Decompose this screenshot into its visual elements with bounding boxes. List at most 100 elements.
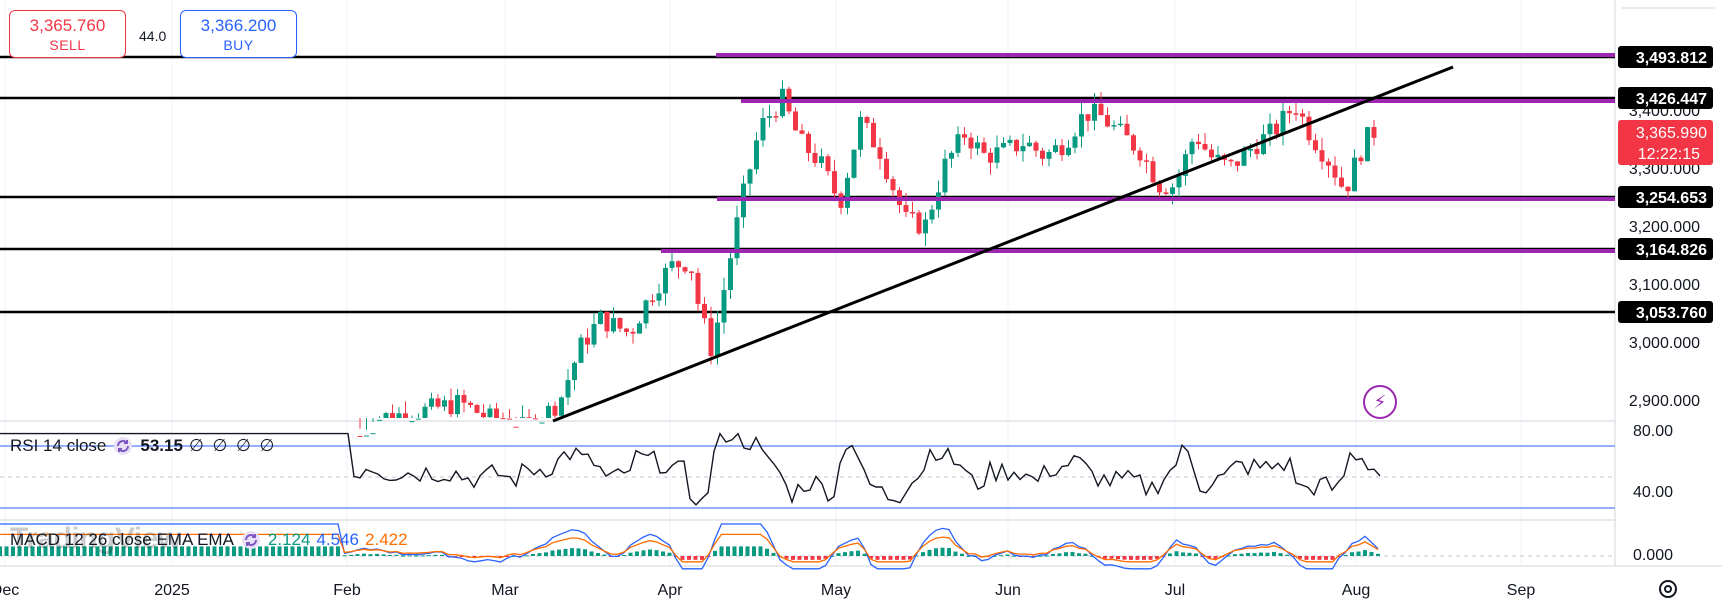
- sell-label: SELL: [49, 37, 86, 53]
- macd-histogram-bar: [420, 555, 425, 557]
- macd-histogram-bar: [1246, 553, 1250, 556]
- macd-histogram-bar: [394, 554, 399, 556]
- candle-body: [1131, 135, 1136, 151]
- settings-swirl-icon[interactable]: [240, 529, 262, 551]
- macd-histogram-bar: [758, 546, 763, 556]
- macd-histogram-bar: [823, 556, 828, 559]
- macd-histogram-bar: [953, 551, 958, 556]
- macd-histogram-bar: [1369, 551, 1374, 556]
- macd-histogram-bar: [667, 552, 672, 556]
- candle-body: [578, 337, 584, 363]
- candlestick-series[interactable]: [357, 80, 1377, 437]
- macd-histogram-bar: [888, 556, 893, 560]
- macd-histogram-bar: [1337, 556, 1341, 557]
- macd-histogram-bar: [771, 552, 776, 556]
- macd-histogram-bar: [30, 546, 35, 556]
- tradingview-watermark: TradingView: [10, 522, 181, 555]
- macd-histogram-bar: [583, 549, 587, 556]
- macd-histogram-bar: [719, 546, 724, 556]
- sell-button[interactable]: 3,365.760 SELL: [9, 10, 126, 58]
- macd-histogram-bar: [297, 546, 301, 556]
- macd-histogram-bar: [76, 546, 80, 556]
- settings-swirl-icon[interactable]: [112, 435, 134, 457]
- macd-histogram-bar: [862, 553, 867, 556]
- candle-body: [1189, 141, 1195, 155]
- candle-body: [481, 412, 486, 418]
- candle-body: [1254, 149, 1260, 155]
- rsi-pane[interactable]: [0, 432, 1615, 509]
- support-resistance-rays[interactable]: [661, 53, 1615, 253]
- macd-histogram-bar: [277, 546, 282, 556]
- candle-body: [1215, 154, 1221, 158]
- candle-body: [760, 117, 766, 141]
- candle-body: [669, 261, 675, 268]
- lightning-icon[interactable]: ⚡: [1363, 385, 1397, 419]
- macd-histogram-bar: [661, 551, 665, 556]
- macd-histogram-bar: [999, 555, 1003, 557]
- macd-histogram-bar: [1356, 551, 1361, 556]
- candle-body: [656, 293, 662, 301]
- gear-icon[interactable]: [1656, 577, 1680, 601]
- macd-axis-tick: 0.000: [1633, 547, 1673, 564]
- time-label: Feb: [333, 582, 361, 599]
- candle-body: [1371, 127, 1377, 138]
- macd-histogram-bar: [284, 546, 288, 556]
- candle-body: [695, 272, 701, 304]
- level-price-labels: 3,493.812 3,426.447 3,254.653 3,164.826 …: [1618, 46, 1713, 323]
- candle-body: [1365, 127, 1370, 162]
- macd-histogram-bar: [69, 546, 74, 556]
- macd-histogram-bar: [498, 556, 503, 558]
- macd-pane[interactable]: [0, 523, 1615, 570]
- macd-title[interactable]: MACD 12 26 close EMA EMA: [10, 530, 234, 549]
- macd-histogram-bar: [375, 553, 379, 556]
- macd-signal-line: [0, 533, 1379, 563]
- candle-body: [1339, 177, 1344, 187]
- macd-histogram-bar: [914, 555, 919, 557]
- macd-histogram-bar: [1070, 551, 1075, 556]
- time-axis[interactable]: Dec 2025 Feb Mar Apr May Jun Jul Aug Sep: [0, 582, 1535, 599]
- buy-button[interactable]: 3,366.200 BUY: [180, 10, 297, 58]
- candle-body: [1118, 123, 1123, 126]
- level-label: 3,164.826: [1636, 242, 1707, 259]
- candle-body: [799, 130, 805, 134]
- candle-body: [1274, 123, 1279, 135]
- candle-body: [1085, 114, 1091, 121]
- macd-histogram-bar: [908, 556, 912, 560]
- candle-body: [721, 290, 727, 323]
- macd-histogram-bar: [1298, 556, 1302, 559]
- candle-body: [975, 142, 980, 149]
- macd-histogram-bar: [342, 555, 347, 557]
- macd-histogram-bar: [1155, 556, 1159, 559]
- candle-body: [1066, 147, 1071, 156]
- macd-histogram-bar: [245, 546, 249, 556]
- macd-histogram-bar: [960, 553, 964, 556]
- horizontal-levels[interactable]: [0, 55, 1615, 314]
- time-label: May: [821, 582, 851, 599]
- price-axis[interactable]: 3,400.000 3,300.000 3,200.000 3,100.000 …: [1629, 103, 1700, 410]
- bar-countdown: 12:22:15: [1638, 146, 1700, 163]
- level-label-bg: [1618, 301, 1713, 323]
- candle-body: [559, 397, 564, 416]
- candle-body: [403, 413, 408, 418]
- macd-histogram-bar: [531, 554, 535, 556]
- candle-body: [630, 331, 636, 334]
- macd-histogram-bar: [680, 556, 685, 560]
- macd-histogram-bar: [1116, 556, 1120, 560]
- candle-body: [435, 398, 441, 407]
- candle-body: [1059, 145, 1065, 156]
- trend-line[interactable]: [552, 65, 1454, 423]
- macd-histogram-bar: [336, 546, 340, 556]
- candle-body: [1306, 116, 1312, 141]
- rsi-title[interactable]: RSI 14 close: [10, 436, 107, 455]
- macd-histogram-bar: [134, 546, 139, 556]
- candle-body: [871, 122, 876, 148]
- macd-histogram-bar: [407, 555, 412, 557]
- macd-histogram-bar: [524, 555, 529, 557]
- macd-legend[interactable]: MACD 12 26 close EMA EMA 2.124 4.546 2.4…: [10, 529, 408, 551]
- rsi-legend[interactable]: RSI 14 close 53.15 ∅ ∅ ∅ ∅: [10, 435, 276, 457]
- macd-histogram-bar: [1343, 554, 1348, 556]
- macd-histogram-bar: [1077, 553, 1081, 556]
- candle-body: [1300, 113, 1305, 117]
